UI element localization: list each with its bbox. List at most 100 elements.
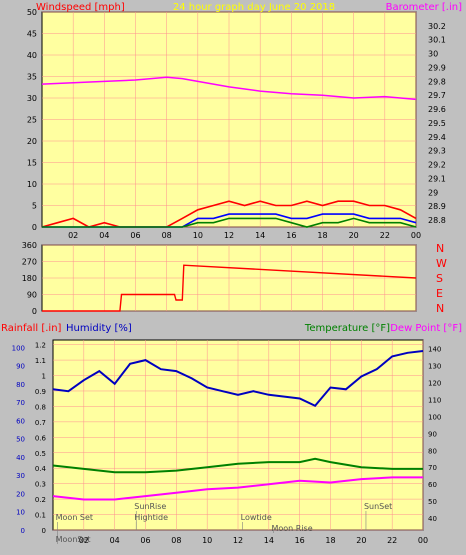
event-label: Hightide [134,513,168,522]
wind-time-tick: 20 [349,231,359,240]
windspeed-tick-label: 30 [27,94,37,103]
event-label: SunSet [364,502,392,511]
temp-time-tick: 22 [387,536,397,545]
event-markers: Moon Set SunRise Hightide Lowtide SunSet Moon… [56,502,392,544]
direction-tick-label: 270 [22,258,37,267]
humidity-tick-label: 20 [16,490,25,498]
barometer-tick-label: 28.8 [428,216,446,225]
windspeed-axis: 0 5 10 15 20 25 30 35 40 45 50 [27,8,37,232]
humidity-line [52,350,424,408]
wind-time-tick: 08 [162,231,172,240]
barometer-tick-label: 29.9 [428,63,446,72]
rainfall-tick-label: 0.5 [35,450,46,458]
direction-grid [42,244,417,312]
temperature-tick-label: 50 [428,498,437,506]
temperature-tick-label: 140 [428,345,441,353]
compass-label: N [436,302,444,315]
wind-time-tick: 22 [380,231,390,240]
direction-tick-label: 360 [22,241,37,250]
barometer-tick-label: 30 [428,50,438,59]
chart-title: 24 hour graph day June 20 2018 [173,2,335,13]
temp-time-tick: 14 [264,536,274,545]
windspeed-tick-label: 10 [27,180,37,189]
direction-series [42,264,417,312]
humidity-tick-label: 60 [16,417,25,425]
barometer-tick-label: 29.4 [428,133,446,142]
windspeed-tick-label: 20 [27,137,37,146]
wind-time-tick: 06 [130,231,140,240]
rainfall-tick-label: 1.1 [35,357,46,365]
temp-time-tick: 10 [202,536,212,545]
event-label: Moon Set [56,513,93,522]
windspeed-tick-label: 45 [27,30,37,39]
temp-time-tick: 02 [79,536,89,545]
temperature-tick-label: 70 [428,464,437,472]
temperature-tick-label: 120 [428,379,441,387]
direction-line [42,264,417,312]
rainfall-tick-label: 1.2 [35,342,46,350]
rainfall-tick-label: 0.4 [35,465,47,473]
rainfall-tick-label: 0.8 [35,403,46,411]
windspeed-tick-label: 35 [27,73,37,82]
compass-label: N [436,242,444,255]
temp-time-tick: 18 [325,536,335,545]
direction-tick-label: 180 [22,274,37,283]
wind-time-tick: 16 [286,231,296,240]
barometer-tick-label: 29.2 [428,161,446,170]
wind-time-axis: 02 04 06 08 10 12 14 16 18 20 22 00 [68,231,421,240]
rainfall-tick-label: 0.7 [35,419,46,427]
temp-time-tick: 16 [295,536,305,545]
windspeed-tick-label: 50 [27,8,37,17]
compass-label: E [436,287,443,300]
temp-time-axis: 02 04 06 08 10 12 14 16 18 20 22 00 [79,536,428,545]
humidity-tick-label: 30 [16,472,25,480]
wind-gust-line [41,200,417,228]
humidity-tick-label: 80 [16,381,25,389]
temperature-tick-label: 100 [428,413,441,421]
temp-time-tick: 06 [140,536,150,545]
wind-time-tick: 18 [317,231,327,240]
wind-time-tick: 04 [99,231,109,240]
humidity-tick-label: 70 [16,399,25,407]
barometer-tick-label: 28.9 [428,202,446,211]
direction-tick-label: 90 [27,291,37,300]
temperature-tick-label: 90 [428,430,437,438]
event-label: SunRise [134,502,166,511]
wind-baro-series [41,76,417,228]
temp-time-tick: 08 [171,536,181,545]
barometer-tick-label: 29.8 [428,77,446,86]
barometer-tick-label: 30.1 [428,36,446,45]
windspeed-tick-label: 15 [27,159,37,168]
rainfall-tick-label: 0.6 [35,434,47,442]
barometer-tick-label: 29.1 [428,174,446,183]
barometer-tick-label: 30.2 [428,22,446,31]
barometer-axis: 28.8 28.9 29 29.1 29.2 29.3 29.4 29.5 29.6 29.7 29… [428,22,446,225]
temp-time-tick: 04 [110,536,120,545]
humidity-tick-label: 10 [16,509,25,517]
wind-low-line [42,217,417,228]
temp-time-tick: 20 [356,536,366,545]
windspeed-tick-label: 40 [27,51,37,60]
rainfall-tick-label: 0.9 [35,388,46,396]
temperature-tick-label: 110 [428,396,441,404]
direction-tick-label: 0 [32,307,37,316]
temperature-axis: 40 50 60 70 80 90 100 110 120 130 140 [428,345,441,523]
temperature-tick-label: 80 [428,447,437,455]
barometer-tick-label: 29.7 [428,91,446,100]
temperature-label: Temperature [°F] [304,323,390,334]
temperature-tick-label: 130 [428,362,441,370]
barometer-tick-label: 29.6 [428,105,446,114]
humidity-axis: 0 10 20 30 40 50 60 70 80 90 100 [12,344,25,535]
humidity-tick-label: 90 [16,363,25,371]
rainfall-tick-label: 1 [42,373,46,381]
wind-time-tick: 00 [411,231,421,240]
humidity-tick-label: 100 [12,344,25,352]
barometer-tick-label: 29.5 [428,119,446,128]
windspeed-tick-label: 25 [27,116,37,125]
wind-time-tick: 12 [224,231,234,240]
dew-point-line [52,476,423,501]
barometer-tick-label: 29 [428,188,438,197]
windspeed-tick-label: 0 [32,223,37,232]
